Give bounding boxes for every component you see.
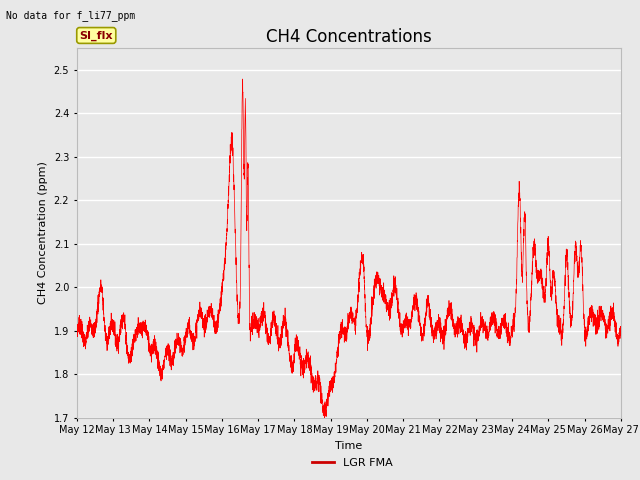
Title: CH4 Concentrations: CH4 Concentrations xyxy=(266,28,431,47)
Y-axis label: CH4 Concentration (ppm): CH4 Concentration (ppm) xyxy=(38,161,48,304)
Text: SI_flx: SI_flx xyxy=(79,30,113,41)
Text: No data for f_li77_ppm: No data for f_li77_ppm xyxy=(6,10,136,21)
Legend: LGR FMA: LGR FMA xyxy=(307,453,397,472)
X-axis label: Time: Time xyxy=(335,441,362,451)
